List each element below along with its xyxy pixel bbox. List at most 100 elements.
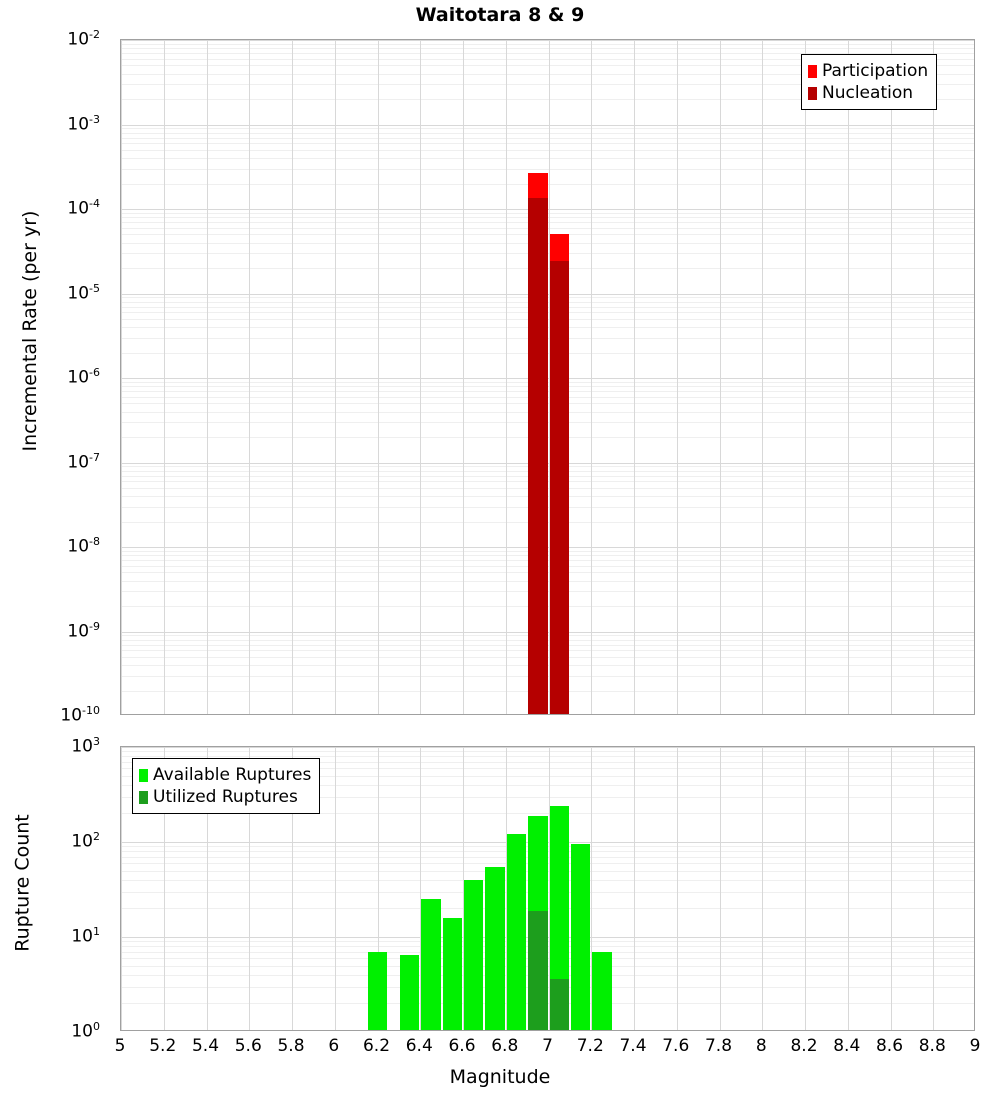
- gridline-minor: [121, 756, 974, 758]
- available-ruptures-swatch-icon: [139, 768, 148, 782]
- gridline-minor: [121, 84, 974, 86]
- legend-item-nucleation: Nucleation: [808, 82, 928, 104]
- gridline-minor: [121, 253, 974, 255]
- y-tick-label: 102: [71, 830, 100, 852]
- bar: [528, 910, 548, 1030]
- gridline-minor: [121, 863, 974, 865]
- gridline-minor: [121, 521, 974, 523]
- rupture-count-y-axis-title: Rupture Count: [11, 814, 34, 952]
- legend-label-utilized-ruptures: Utilized Ruptures: [153, 787, 298, 807]
- bar-segment: [367, 951, 388, 1030]
- gridline-vertical: [377, 747, 379, 1030]
- bar-segment: [570, 844, 591, 1030]
- legend-item-utilized-ruptures: Utilized Ruptures: [139, 786, 311, 808]
- bar: [485, 866, 505, 1030]
- gridline-minor: [121, 73, 974, 75]
- magnitude-x-axis-title: Magnitude: [449, 1066, 551, 1088]
- gridline-minor: [121, 149, 974, 151]
- gridline-vertical: [719, 40, 721, 714]
- y-tick-label: 100: [71, 1020, 100, 1042]
- gridline-minor: [121, 318, 974, 320]
- gridline-minor: [121, 879, 974, 881]
- nucleation-swatch-icon: [808, 86, 817, 100]
- gridline-minor: [121, 227, 974, 229]
- gridline-vertical: [292, 40, 293, 714]
- gridline-minor: [121, 768, 974, 770]
- bar: [442, 917, 462, 1030]
- gridline-major: [121, 40, 974, 41]
- y-tick-label: 10-9: [67, 619, 100, 642]
- gridline-minor: [121, 143, 974, 145]
- bar: [549, 261, 569, 714]
- legend-label-nucleation: Nucleation: [822, 83, 914, 103]
- gridline-minor: [121, 775, 974, 777]
- gridline-vertical: [719, 747, 721, 1030]
- gridline-vertical: [334, 40, 336, 714]
- gridline-minor: [121, 675, 974, 677]
- x-tick-label: 7.2: [576, 1036, 604, 1056]
- gridline-vertical: [591, 747, 593, 1030]
- bar: [592, 951, 612, 1030]
- gridline-minor: [121, 411, 974, 413]
- gridline-minor: [121, 242, 974, 244]
- gridline-vertical: [805, 747, 806, 1030]
- gridline-vertical: [249, 747, 251, 1030]
- gridline-minor: [121, 99, 974, 101]
- gridline-minor: [121, 958, 974, 960]
- gridline-major: [121, 842, 974, 843]
- x-tick-label: 7.8: [704, 1036, 733, 1056]
- bar: [528, 197, 548, 714]
- gridline-minor: [121, 650, 974, 652]
- legend-rupture-count: Available Ruptures Utilized Ruptures: [132, 758, 321, 814]
- gridline-minor: [121, 53, 974, 55]
- gridline-vertical: [505, 40, 507, 714]
- gridline-minor: [121, 168, 974, 170]
- gridline-minor: [121, 751, 974, 753]
- incremental-rate-y-tick-labels: 10-10 10-9 10-8 10-7 10-6 10-5 10-4 10-3 10-2: [0, 28, 112, 726]
- gridline-vertical: [163, 747, 165, 1030]
- gridline-vertical: [762, 747, 764, 1030]
- gridline-minor: [121, 391, 974, 393]
- gridline-vertical: [591, 40, 593, 714]
- gridline-minor: [121, 656, 974, 658]
- gridline-vertical: [206, 747, 208, 1030]
- gridline-minor: [121, 1003, 974, 1005]
- bar: [399, 954, 420, 1030]
- gridline-minor: [121, 352, 974, 354]
- gridline-vertical: [634, 747, 635, 1030]
- gridline-minor: [121, 222, 974, 224]
- x-tick-label: 5.8: [277, 1036, 305, 1056]
- gridline-vertical: [805, 40, 806, 714]
- bar-segment: [464, 879, 484, 1030]
- gridline-minor: [121, 580, 974, 582]
- bar: [570, 844, 591, 1030]
- gridline-vertical: [121, 747, 122, 1030]
- gridline-vertical: [890, 40, 892, 714]
- x-tick-label: 6.8: [491, 1036, 519, 1056]
- x-tick-label: 6.6: [448, 1036, 476, 1056]
- bar-segment: [549, 261, 569, 714]
- legend-item-participation: Participation: [808, 60, 928, 82]
- gridline-minor: [121, 470, 974, 472]
- gridline-minor: [121, 234, 974, 236]
- bar: [367, 951, 388, 1030]
- gridline-minor: [121, 946, 974, 948]
- y-tick-label: 10-3: [67, 112, 100, 135]
- gridline-vertical: [121, 40, 122, 714]
- rupture-count-plot-panel: Available Ruptures Utilized Ruptures: [120, 746, 975, 1031]
- gridline-minor: [121, 137, 974, 139]
- gridline-vertical: [847, 40, 849, 714]
- bar: [549, 805, 569, 1030]
- gridline-minor: [121, 475, 974, 477]
- gridline-major: [121, 378, 974, 379]
- x-tick-label: 6.4: [405, 1036, 433, 1056]
- gridline-vertical: [463, 747, 464, 1030]
- utilized-ruptures-swatch-icon: [139, 790, 148, 804]
- gridline-vertical: [548, 747, 550, 1030]
- x-tick-label: 8.6: [875, 1036, 904, 1056]
- gridline-minor: [121, 665, 974, 667]
- x-tick-label: 9: [969, 1036, 981, 1056]
- gridline-minor: [121, 784, 974, 786]
- gridline-minor: [121, 481, 974, 483]
- gridline-minor: [121, 506, 974, 508]
